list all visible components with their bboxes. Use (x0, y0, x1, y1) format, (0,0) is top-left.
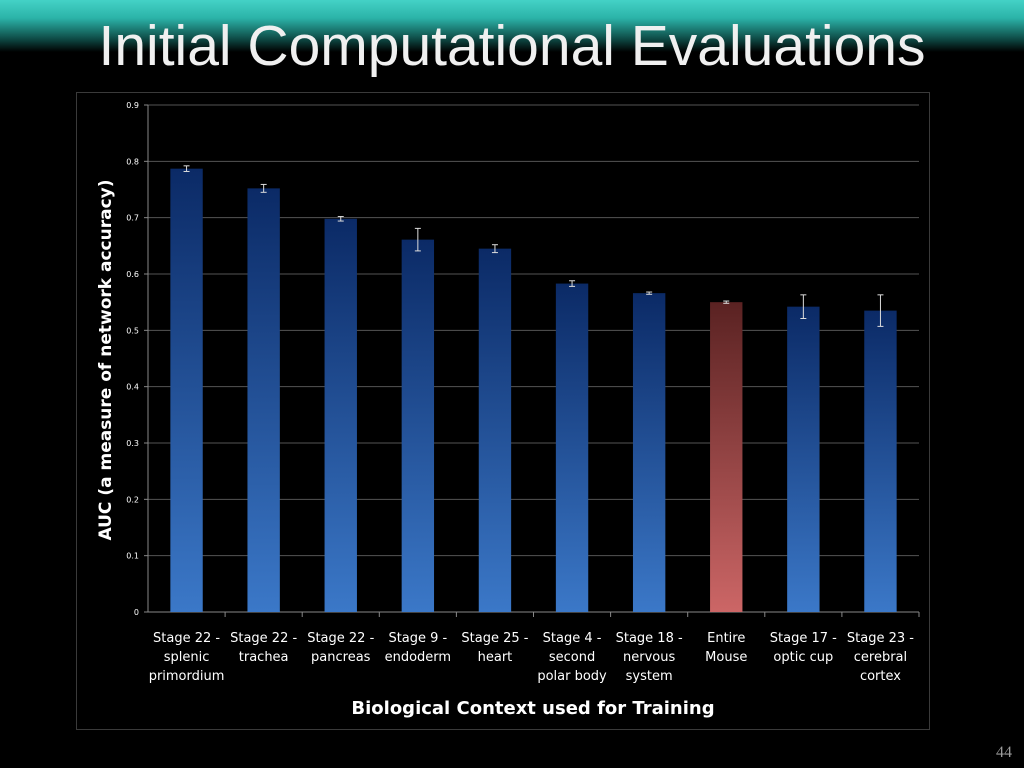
x-axis-label: Biological Context used for Training (351, 698, 714, 719)
y-tick-label: 0.5 (126, 326, 139, 335)
header-band (0, 0, 1024, 52)
chart-frame (76, 92, 930, 730)
x-tick-label: Stage 18 -nervous system (616, 631, 683, 684)
y-tick-label: 0.1 (126, 552, 139, 561)
slide-title: Initial Computational Evaluations (98, 14, 926, 78)
x-tick-label: Entire Mouse (705, 631, 747, 665)
y-tick-label: 0.6 (126, 270, 139, 279)
y-tick-label: 0.8 (126, 157, 139, 166)
y-tick-label: 0.9 (126, 101, 139, 110)
bar (247, 188, 280, 612)
y-tick-label: 0.2 (126, 495, 139, 504)
page-number: 44 (996, 744, 1012, 761)
bar (401, 239, 435, 613)
y-tick-label: 0.4 (126, 383, 139, 392)
y-tick-label: 0.3 (126, 439, 139, 448)
bar (478, 248, 512, 612)
bar (632, 293, 666, 612)
error-bars (183, 165, 884, 327)
y-axis-label: AUC (a measure of network accuracy) (96, 179, 116, 540)
bar (555, 283, 589, 612)
x-tick-label: Stage 22 -pancreas (307, 631, 374, 665)
x-tick-label: Stage 25 -heart (461, 631, 528, 665)
bar (787, 306, 820, 612)
bar (170, 168, 203, 612)
bar (864, 310, 897, 612)
x-tick-label: Stage 23 -cerebral cortex (847, 631, 914, 684)
y-tick-label: 0.7 (126, 214, 139, 223)
tick-labels: 0 0.1 0.2 0.3 0.4 0.5 0.6 0.7 0.8 0.9 Stage 22 -sp… (126, 101, 914, 684)
y-tick-label: 0 (134, 608, 139, 617)
x-tick-label: Stage 4 -second polar body (537, 631, 607, 684)
x-tick-label: Stage 22 -splenic primordium (149, 631, 225, 684)
x-tick-label: Stage 17 -optic cup (770, 631, 837, 665)
x-tick-label: Stage 9 -endoderm (385, 631, 451, 665)
bars (170, 168, 897, 613)
bar-highlighted (710, 302, 743, 612)
x-tick-label: Stage 22 -trachea (230, 631, 297, 665)
bar (324, 218, 357, 612)
